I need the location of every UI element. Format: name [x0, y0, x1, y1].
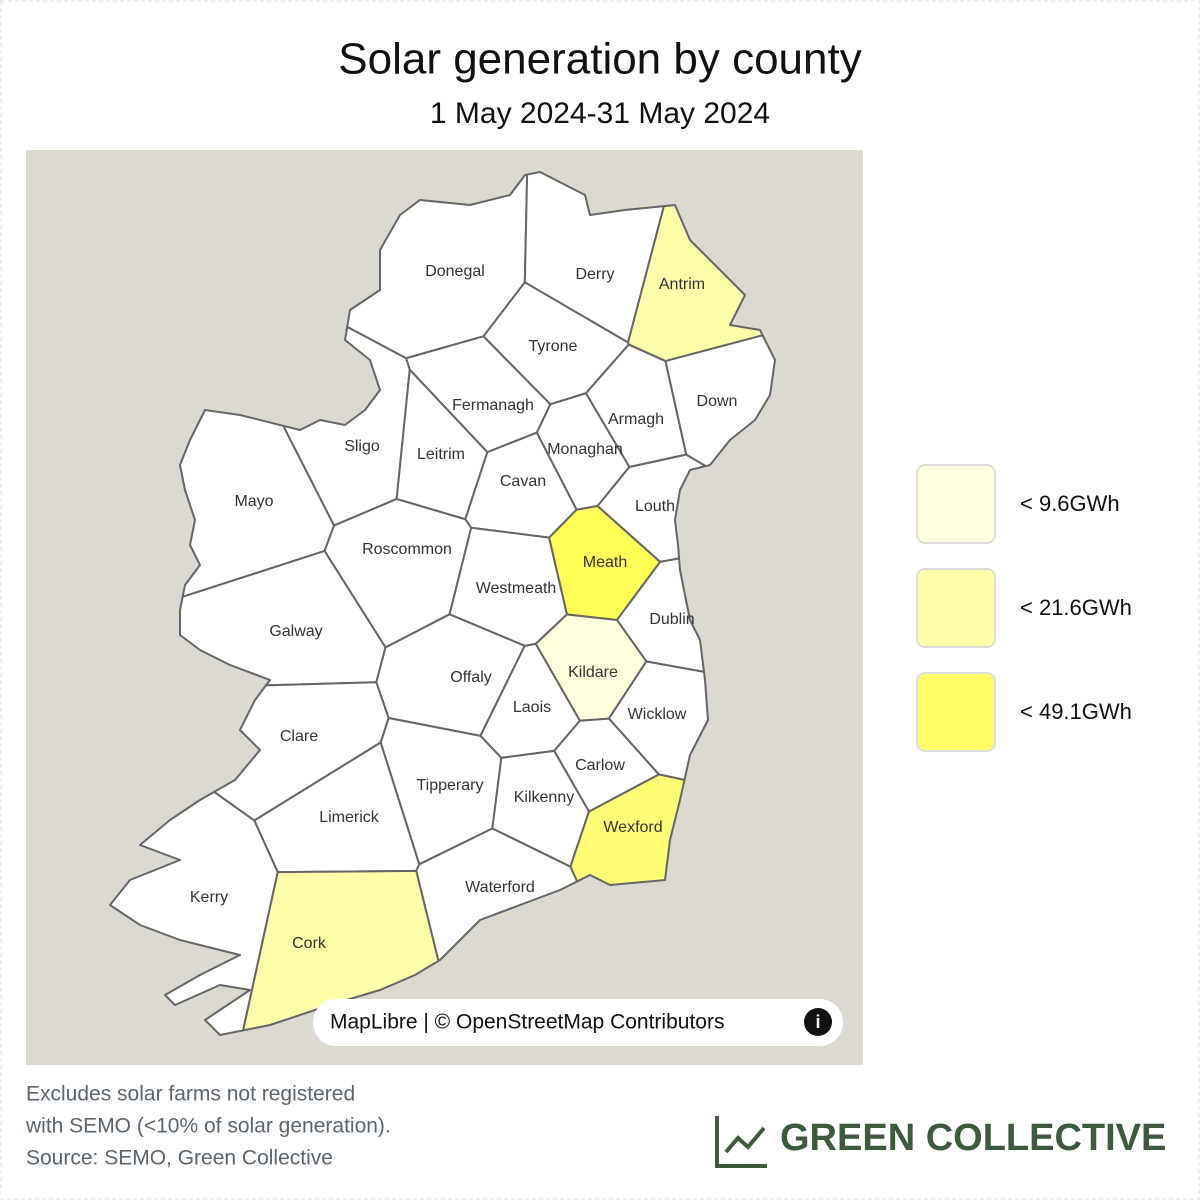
info-button[interactable]: [804, 1008, 832, 1036]
county-label: Clare: [280, 728, 318, 745]
note-line: with SEMO (<10% of solar generation).: [25, 1115, 391, 1138]
brand-logo: [715, 1116, 767, 1168]
note-line: Excludes solar farms not registered: [26, 1083, 355, 1106]
county-label: Wexford: [603, 819, 662, 836]
county: [109, 790, 279, 1036]
county-label: Tipperary: [417, 777, 484, 794]
county-label: Dublin: [649, 611, 694, 628]
subtitle: 1 May 2024-31 May 2024: [430, 97, 770, 130]
county-label: Leitrim: [417, 446, 465, 463]
county-label: Wicklow: [628, 706, 687, 723]
county-label: Galway: [269, 623, 322, 640]
county-label: Derry: [575, 266, 614, 283]
legend-label: < 21.6GWh: [1020, 595, 1132, 620]
attribution-text: MapLibre | © OpenStreetMap Contributors: [330, 1011, 724, 1034]
county-label: Sligo: [344, 438, 380, 455]
title: Solar generation by county: [338, 35, 861, 84]
brand: GREEN COLLECTIVE: [780, 1117, 1166, 1159]
county-labels: Donegal Derry Antrim Tyrone Down Fermanagh Arm…: [190, 263, 738, 952]
county-label: Down: [697, 393, 738, 410]
legend-swatch: [916, 464, 996, 544]
county-label: Kilkenny: [514, 789, 574, 806]
attribution: MapLibre | © OpenStreetMap Contributors …: [313, 999, 843, 1046]
legend-swatch: [916, 568, 996, 648]
county-label: Tyrone: [529, 338, 578, 355]
county-label: Mayo: [234, 493, 273, 510]
county-label: Fermanagh: [452, 397, 534, 414]
legend: < 9.6GWh < 21.6GWh < 49.1GWh: [916, 464, 1132, 752]
info-icon[interactable]: i: [815, 1012, 820, 1032]
map: Donegal Derry Antrim Tyrone Down Fermanagh Arm…: [26, 150, 863, 1065]
legend-label: < 49.1GWh: [1020, 699, 1132, 724]
county-label: Antrim: [659, 276, 705, 293]
county-label: Limerick: [319, 809, 380, 826]
county-label: Kildare: [568, 664, 618, 681]
counties: [109, 171, 776, 1036]
county-label: Carlow: [575, 757, 625, 774]
source: Source: SEMO, Green Collective: [26, 1147, 333, 1170]
county-label: Westmeath: [476, 580, 557, 597]
county: [569, 773, 686, 886]
county-label: Cork: [292, 935, 327, 952]
county-label: Offaly: [450, 669, 492, 686]
county-label: Monaghan: [547, 441, 623, 458]
county-label: Donegal: [425, 263, 485, 280]
county-label: Cavan: [500, 473, 546, 490]
county-label: Kerry: [190, 889, 228, 906]
county: [242, 869, 440, 1032]
county: [179, 409, 336, 598]
county-label: Roscommon: [362, 541, 452, 558]
county-label: Laois: [513, 699, 551, 716]
legend-swatch: [916, 672, 996, 752]
attribution-box: [313, 999, 843, 1046]
county-label: Meath: [583, 554, 627, 571]
legend-label: < 9.6GWh: [1020, 491, 1120, 516]
county-label: Louth: [635, 498, 675, 515]
county-label: Armagh: [608, 411, 664, 428]
county-label: Waterford: [465, 879, 535, 896]
